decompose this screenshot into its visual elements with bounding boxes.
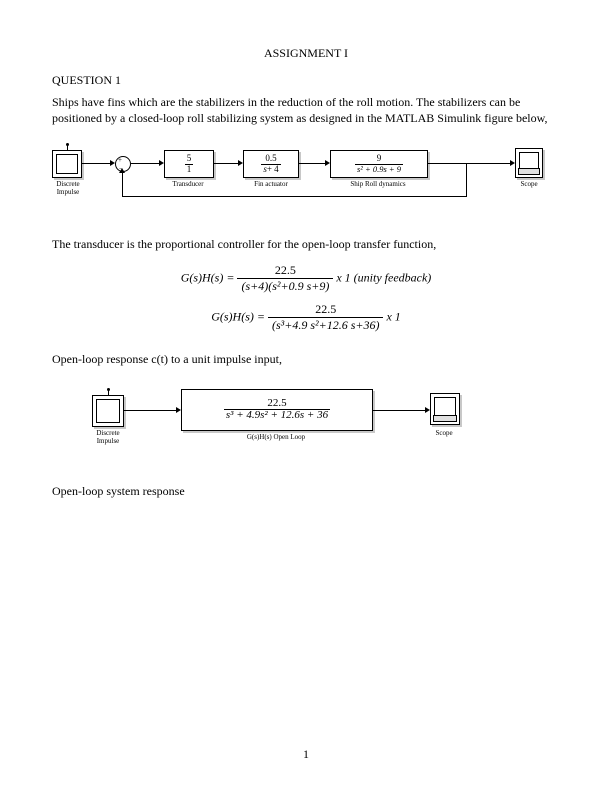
simulink-diagram-2: Discrete Impulse 22.5s³ + 4.9s² + 12.6s … xyxy=(92,377,560,467)
equation-1: G(s)H(s) = 22.5(s+4)(s²+0.9 s+9) x 1 (un… xyxy=(52,263,560,294)
simulink-diagram-1: Discrete Impulse 51 Transducer 0.5s+ 4 F… xyxy=(52,136,560,216)
transducer-label: Transducer xyxy=(160,180,216,188)
scope-block-2 xyxy=(430,393,460,425)
page-title: ASSIGNMENT I xyxy=(52,46,560,61)
question-heading: QUESTION 1 xyxy=(52,73,560,88)
equation-2: G(s)H(s) = 22.5(s³+4.9 s²+12.6 s+36) x 1 xyxy=(52,302,560,333)
ship-roll-dynamics-label: Ship Roll dynamics xyxy=(330,180,426,188)
intro-paragraph: Ships have fins which are the stabilizer… xyxy=(52,94,560,126)
scope-label-2: Scope xyxy=(424,429,464,437)
open-loop-response-heading: Open-loop response c(t) to a unit impuls… xyxy=(52,351,560,367)
ship-roll-dynamics-block: 9s² + 0.9s + 9 xyxy=(330,150,428,178)
open-loop-tf-label: G(s)H(s) Open Loop xyxy=(181,433,371,441)
open-loop-system-response-heading: Open-loop system response xyxy=(52,483,560,499)
transducer-description: The transducer is the proportional contr… xyxy=(52,236,560,252)
open-loop-tf-block: 22.5s³ + 4.9s² + 12.6s + 36 xyxy=(181,389,373,431)
fin-actuator-block: 0.5s+ 4 xyxy=(243,150,299,178)
discrete-impulse-block-2 xyxy=(92,395,124,427)
transducer-block: 51 xyxy=(164,150,214,178)
scope-block xyxy=(515,148,543,178)
discrete-impulse-block xyxy=(52,150,82,178)
discrete-impulse-label-2: Discrete Impulse xyxy=(88,429,128,445)
page-number: 1 xyxy=(0,747,612,762)
fin-actuator-label: Fin actuator xyxy=(240,180,302,188)
discrete-impulse-label: Discrete Impulse xyxy=(48,180,88,196)
scope-label: Scope xyxy=(510,180,548,188)
